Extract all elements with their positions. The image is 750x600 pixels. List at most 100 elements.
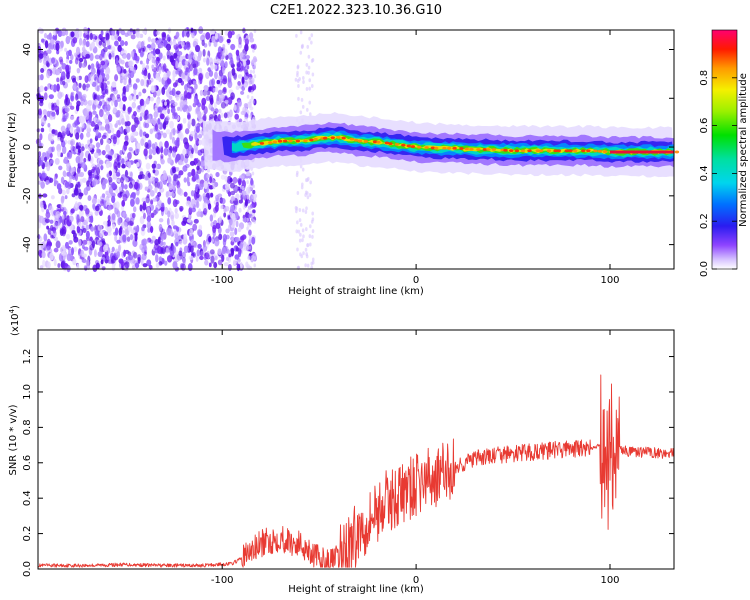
- snr-y-multiplier: (x104): [8, 305, 21, 336]
- heatmap-cell: [43, 92, 48, 101]
- heatmap-cell: [121, 200, 126, 207]
- heatmap-cell: [157, 191, 162, 197]
- heatmap-peak: [357, 139, 363, 143]
- heatmap-cell: [121, 52, 127, 59]
- heatmap-cell: [147, 139, 152, 148]
- heatmap-cell: [203, 84, 209, 91]
- heatmap-cell: [65, 58, 69, 64]
- colorbar-tick-label: 0.6: [699, 118, 710, 134]
- heatmap-cell: [119, 150, 123, 156]
- heatmap-cell: [112, 96, 116, 102]
- heatmap-cell: [40, 181, 45, 189]
- heatmap-cell: [68, 240, 73, 245]
- heatmap-cell: [224, 99, 229, 104]
- heatmap-cell: [159, 240, 164, 246]
- heatmap-cell: [228, 253, 232, 258]
- heatmap-cell: [54, 105, 60, 113]
- heatmap-cell: [249, 114, 252, 119]
- colorbar-frame: [711, 29, 738, 270]
- heatmap-cell: [53, 259, 57, 267]
- heatmap-cell: [308, 112, 312, 117]
- heatmap-cell: [209, 214, 214, 222]
- heatmap-cell: [234, 113, 240, 120]
- heatmap-cell: [220, 174, 226, 180]
- heatmap-cell: [46, 261, 51, 269]
- heatmap-cell: [120, 40, 125, 47]
- heatmap-cell: [229, 59, 234, 66]
- heatmap-cell: [139, 112, 145, 117]
- heatmap-cell: [167, 149, 172, 157]
- heatmap-cell: [124, 32, 129, 38]
- heatmap-cell: [40, 244, 44, 250]
- heatmap-cell: [146, 259, 152, 267]
- heatmap-cell: [46, 34, 52, 40]
- heatmap-cell: [44, 40, 49, 49]
- heatmap-cell: [60, 176, 65, 184]
- heatmap-cell: [238, 178, 242, 186]
- heatmap-cell: [146, 79, 152, 85]
- heatmap-cell: [234, 236, 240, 243]
- heatmap-cell: [308, 192, 312, 197]
- heatmap-cell: [106, 80, 110, 85]
- heatmap-cell: [300, 97, 304, 102]
- heatmap-cell: [132, 206, 137, 213]
- heatmap-cell: [308, 78, 312, 83]
- heatmap-cell: [65, 35, 71, 45]
- heatmap-cell: [95, 119, 101, 124]
- heatmap-cell: [62, 80, 66, 86]
- snr-x-label: Height of straight line (km): [288, 584, 424, 595]
- heatmap-cell: [190, 88, 196, 94]
- heatmap-cell: [237, 74, 243, 79]
- heatmap-cell: [52, 227, 56, 234]
- heatmap-cell: [252, 209, 256, 214]
- heatmap-cell: [105, 190, 109, 196]
- heatmap-cell: [106, 226, 112, 234]
- heatmap-cell: [61, 245, 66, 250]
- heatmap-cell: [49, 219, 54, 224]
- heatmap-cell: [186, 175, 190, 185]
- heatmap-cell: [155, 56, 160, 66]
- heatmap-cell: [40, 127, 45, 133]
- heatmap-cell: [69, 115, 75, 120]
- heatmap-peak: [268, 141, 273, 145]
- heatmap-cell: [110, 127, 115, 133]
- heatmap-cell: [179, 101, 185, 108]
- heatmap-cell: [85, 83, 90, 88]
- heatmap-cell: [70, 75, 77, 81]
- heatmap-cell: [181, 30, 185, 38]
- snr-x-tick-label: 100: [600, 575, 619, 586]
- heatmap-cell: [78, 209, 84, 218]
- heatmap-cell: [194, 173, 200, 180]
- heatmap-cell: [145, 162, 151, 170]
- heatmap-peak: [341, 136, 346, 140]
- heatmap-cell: [145, 175, 149, 181]
- heatmap-cell: [252, 184, 256, 189]
- heatmap-cell: [214, 238, 220, 247]
- heatmap-cell: [203, 255, 207, 261]
- heatmap-cell: [166, 34, 170, 42]
- heatmap-cell: [39, 85, 44, 92]
- heatmap-cell: [102, 92, 106, 98]
- heatmap-peak: [363, 140, 369, 143]
- heatmap-cell: [142, 263, 148, 268]
- heatmap-cell: [246, 195, 250, 200]
- heatmap-cell: [230, 43, 236, 51]
- heatmap-cell: [166, 217, 170, 226]
- heatmap-cell: [135, 78, 140, 83]
- heatmap-cell: [85, 224, 90, 231]
- heatmap-cell: [124, 156, 129, 162]
- heatmap-cell: [80, 216, 85, 223]
- heatmap-cell: [194, 60, 199, 68]
- heatmap-cell: [81, 177, 87, 183]
- heatmap-cell: [81, 122, 85, 129]
- heatmap-cell: [161, 86, 166, 96]
- heatmap-cell: [133, 95, 137, 102]
- heatmap-cell: [144, 122, 150, 129]
- heatmap-cell: [164, 260, 168, 266]
- heatmap-cell: [107, 97, 112, 102]
- heatmap-cell: [169, 131, 173, 140]
- heatmap-cell: [223, 112, 228, 119]
- heatmap-cell: [245, 261, 249, 268]
- heatmap-cell: [243, 59, 246, 67]
- heatmap-cell: [235, 245, 239, 251]
